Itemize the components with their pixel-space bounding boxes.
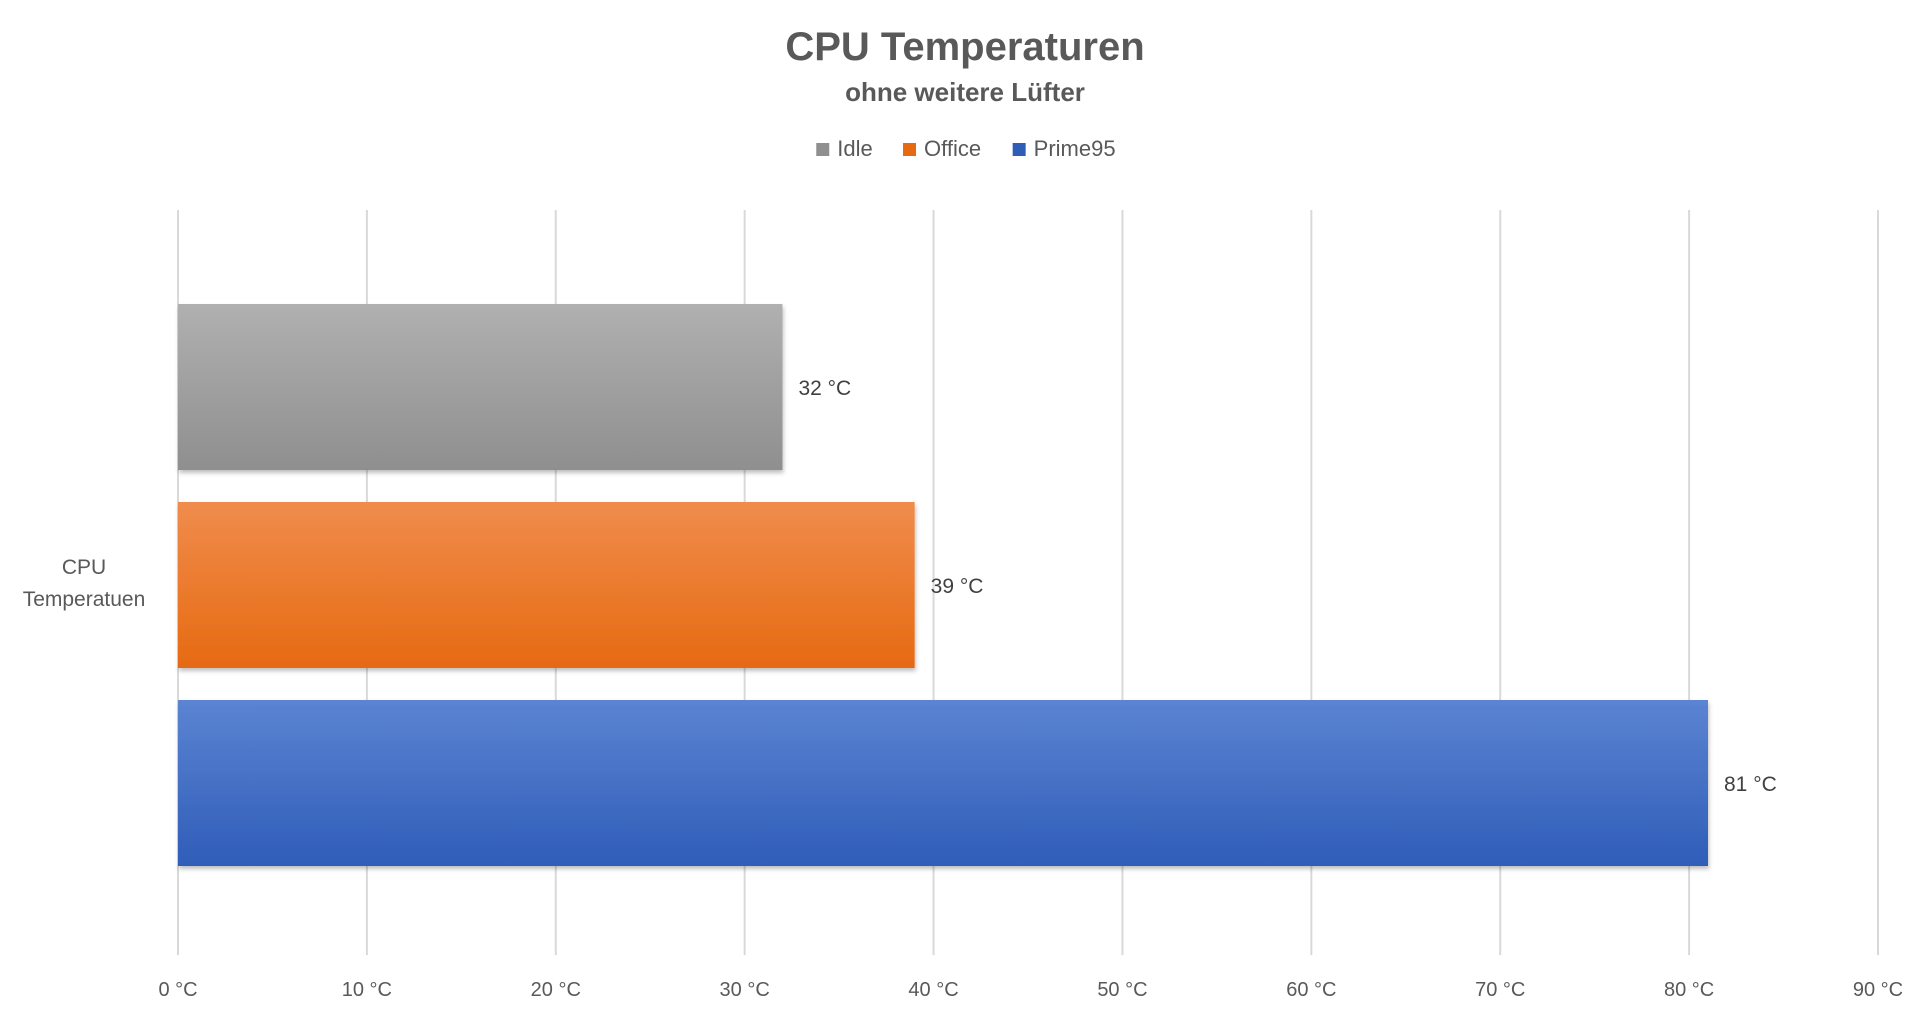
legend-swatch-idle	[816, 143, 830, 156]
legend-label-prime95: Prime95	[1034, 136, 1116, 161]
chart-subtitle: ohne weitere Lüfter	[845, 77, 1085, 107]
y-axis-category-label: CPU Temperatuen	[23, 556, 146, 611]
x-tick-label: 60 °C	[1286, 979, 1336, 1001]
x-tick-label: 0 °C	[158, 979, 197, 1001]
x-tick-label: 50 °C	[1097, 979, 1147, 1001]
x-tick-label: 80 °C	[1664, 979, 1714, 1001]
chart-title: CPU Temperaturen	[785, 25, 1144, 69]
legend-label-idle: Idle	[837, 136, 872, 161]
data-labels: 32 °C 39 °C 81 °C	[798, 377, 1776, 796]
category-label-line: Temperatuen	[23, 588, 146, 611]
x-axis-tick-labels: 0 °C 10 °C 20 °C 30 °C 40 °C 50 °C 60 °C 70 °C 8…	[158, 979, 1903, 1001]
x-tick-label: 70 °C	[1475, 979, 1525, 1001]
bar-prime95	[178, 700, 1708, 866]
data-label-prime95: 81 °C	[1724, 773, 1777, 796]
x-tick-label: 30 °C	[720, 979, 770, 1001]
x-tick-label: 90 °C	[1853, 979, 1903, 1001]
legend-label-office: Office	[924, 136, 981, 161]
legend-swatch-office	[903, 143, 917, 156]
x-tick-label: 40 °C	[908, 979, 958, 1001]
data-label-idle: 32 °C	[798, 377, 851, 400]
data-label-office: 39 °C	[931, 575, 984, 598]
x-tick-label: 20 °C	[531, 979, 581, 1001]
bar-office	[178, 502, 915, 668]
bar-idle	[178, 304, 783, 470]
bars	[178, 304, 1708, 866]
legend: Idle Office Prime95	[816, 136, 1116, 161]
x-tick-label: 10 °C	[342, 979, 392, 1001]
legend-swatch-prime95	[1012, 143, 1026, 156]
category-label-line: CPU	[62, 556, 106, 579]
